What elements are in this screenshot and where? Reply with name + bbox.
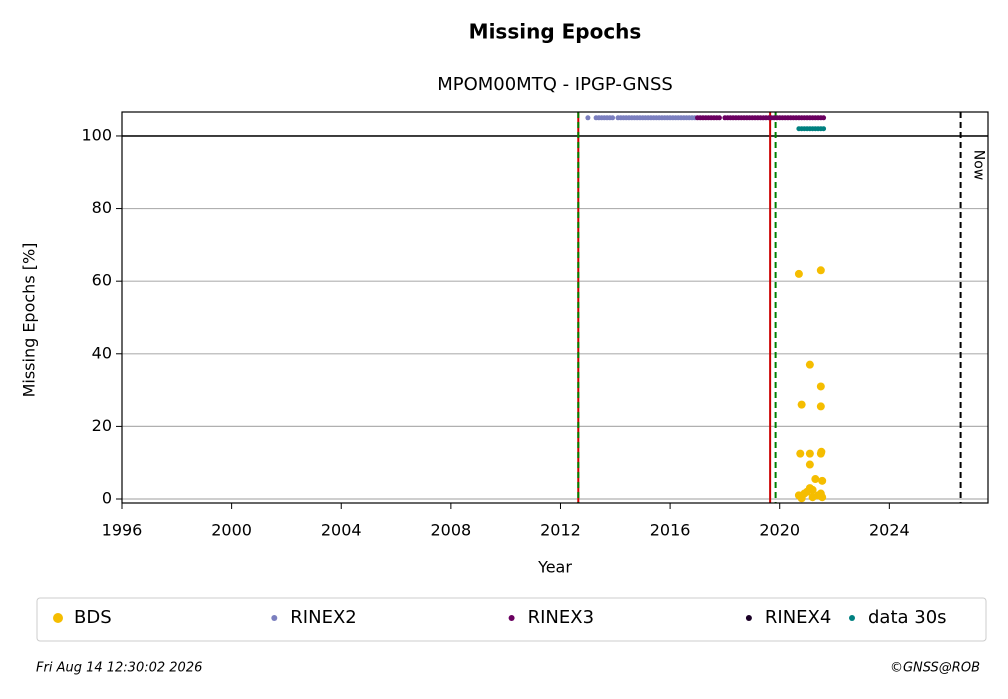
data-point xyxy=(610,115,616,121)
y-tick-label: 80 xyxy=(92,198,112,217)
y-tick-label: 40 xyxy=(92,343,112,362)
data-point xyxy=(816,402,825,411)
data-point xyxy=(585,115,591,121)
data-point xyxy=(821,126,827,132)
data-point xyxy=(808,485,817,494)
data-point xyxy=(816,266,825,275)
data-point xyxy=(811,475,820,484)
x-tick-label: 2008 xyxy=(431,521,472,540)
legend-label: RINEX2 xyxy=(290,607,356,628)
legend-marker xyxy=(271,615,278,621)
data-point xyxy=(716,115,722,121)
x-tick-label: 2004 xyxy=(321,521,362,540)
footer-right: ©GNSS@ROB xyxy=(890,661,980,676)
legend-label: RINEX4 xyxy=(765,607,831,628)
chart-title: Missing Epochs xyxy=(469,20,642,44)
legend-label: RINEX3 xyxy=(528,607,594,628)
plot-frame xyxy=(121,111,989,504)
footer-left: Fri Aug 14 12:30:02 2026 xyxy=(36,661,202,676)
vline-label: Now xyxy=(971,150,987,181)
x-tick-label: 2000 xyxy=(211,521,252,540)
legend-marker xyxy=(53,613,63,623)
y-tick-label: 100 xyxy=(81,125,112,144)
data-point xyxy=(805,360,814,369)
data-point xyxy=(796,449,805,458)
data-point xyxy=(805,460,814,469)
data-point xyxy=(816,382,825,391)
x-tick-label: 2020 xyxy=(759,521,800,540)
x-tick-label: 2012 xyxy=(540,521,581,540)
data-point xyxy=(805,449,814,458)
data-point xyxy=(817,447,826,456)
y-tick-label: 20 xyxy=(92,416,112,435)
legend-label: data 30s xyxy=(868,607,947,628)
x-axis-label: Year xyxy=(537,558,572,577)
legend-marker xyxy=(849,615,855,621)
x-tick-label: 1996 xyxy=(102,521,143,540)
data-point xyxy=(797,400,806,409)
data-point xyxy=(821,115,827,121)
data-point xyxy=(794,269,803,278)
x-tick-label: 2024 xyxy=(869,521,910,540)
y-tick-label: 60 xyxy=(92,271,112,290)
legend-marker xyxy=(745,615,752,621)
chart-subtitle: MPOM00MTQ - IPGP-GNSS xyxy=(437,74,673,95)
data-point xyxy=(818,493,827,502)
data-point xyxy=(808,493,817,502)
legend-box xyxy=(36,597,987,642)
y-axis-label: Missing Epochs [%] xyxy=(20,243,39,398)
legend-marker xyxy=(508,615,515,621)
y-tick-label: 0 xyxy=(102,489,112,508)
data-point xyxy=(797,494,806,503)
data-point xyxy=(818,476,827,485)
x-tick-label: 2016 xyxy=(650,521,691,540)
legend-label: BDS xyxy=(74,607,112,628)
